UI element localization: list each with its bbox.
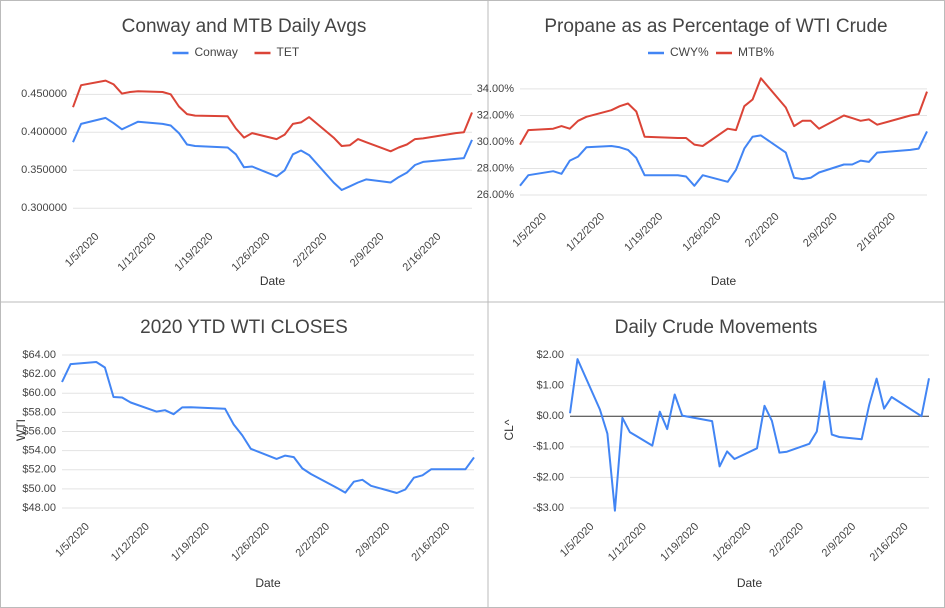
y-tick-label: $52.00 (22, 464, 56, 476)
y-tick-label: $48.00 (22, 502, 56, 514)
y-tick-label: $60.00 (22, 387, 56, 399)
y-tick-label: 0.350000 (21, 164, 67, 176)
data-line (519, 130, 928, 187)
x-axis-title: Date (737, 576, 763, 590)
y-tick-label: -$1.00 (533, 441, 564, 453)
y-tick-label: 32.00% (477, 109, 515, 121)
x-axis-title: Date (260, 274, 286, 288)
y-tick-label: $56.00 (22, 425, 56, 437)
y-tick-label: $0.00 (536, 410, 564, 422)
data-line (519, 77, 928, 147)
data-line (72, 79, 473, 153)
y-tick-label: 0.400000 (21, 126, 67, 138)
data-line (61, 361, 475, 494)
y-tick-label: 34.00% (477, 83, 515, 95)
x-axis-title: Date (711, 274, 737, 288)
y-tick-label: -$2.00 (533, 471, 564, 483)
y-tick-label: $64.00 (22, 349, 56, 361)
y-tick-label: $1.00 (536, 380, 564, 392)
y-tick-label: -$3.00 (533, 502, 564, 514)
y-tick-label: $54.00 (22, 445, 56, 457)
y-tick-label: $50.00 (22, 483, 56, 495)
y-tick-label: 26.00% (477, 189, 515, 201)
y-axis-title: CL^ (502, 419, 516, 440)
y-axis-title: WTI (14, 419, 28, 441)
y-tick-label: $2.00 (536, 349, 564, 361)
data-line (72, 116, 473, 191)
y-tick-label: 0.300000 (21, 202, 67, 214)
y-tick-label: 0.450000 (21, 88, 67, 100)
chart-title: Propane as as Percentage of WTI Crude (544, 16, 887, 37)
legend-label: CWY% (670, 45, 709, 59)
y-tick-label: 28.00% (477, 162, 515, 174)
legend-label: MTB% (738, 45, 774, 59)
legend-label: Conway (195, 45, 238, 59)
y-tick-label: $62.00 (22, 368, 56, 380)
x-axis-title: Date (255, 576, 281, 590)
chart-title: Daily Crude Movements (615, 317, 818, 338)
chart-title: Conway and MTB Daily Avgs (122, 16, 367, 37)
y-tick-label: $58.00 (22, 406, 56, 418)
chart-title: 2020 YTD WTI CLOSES (140, 317, 348, 338)
y-tick-label: 30.00% (477, 136, 515, 148)
data-line (569, 358, 930, 512)
legend-label: TET (277, 45, 300, 59)
